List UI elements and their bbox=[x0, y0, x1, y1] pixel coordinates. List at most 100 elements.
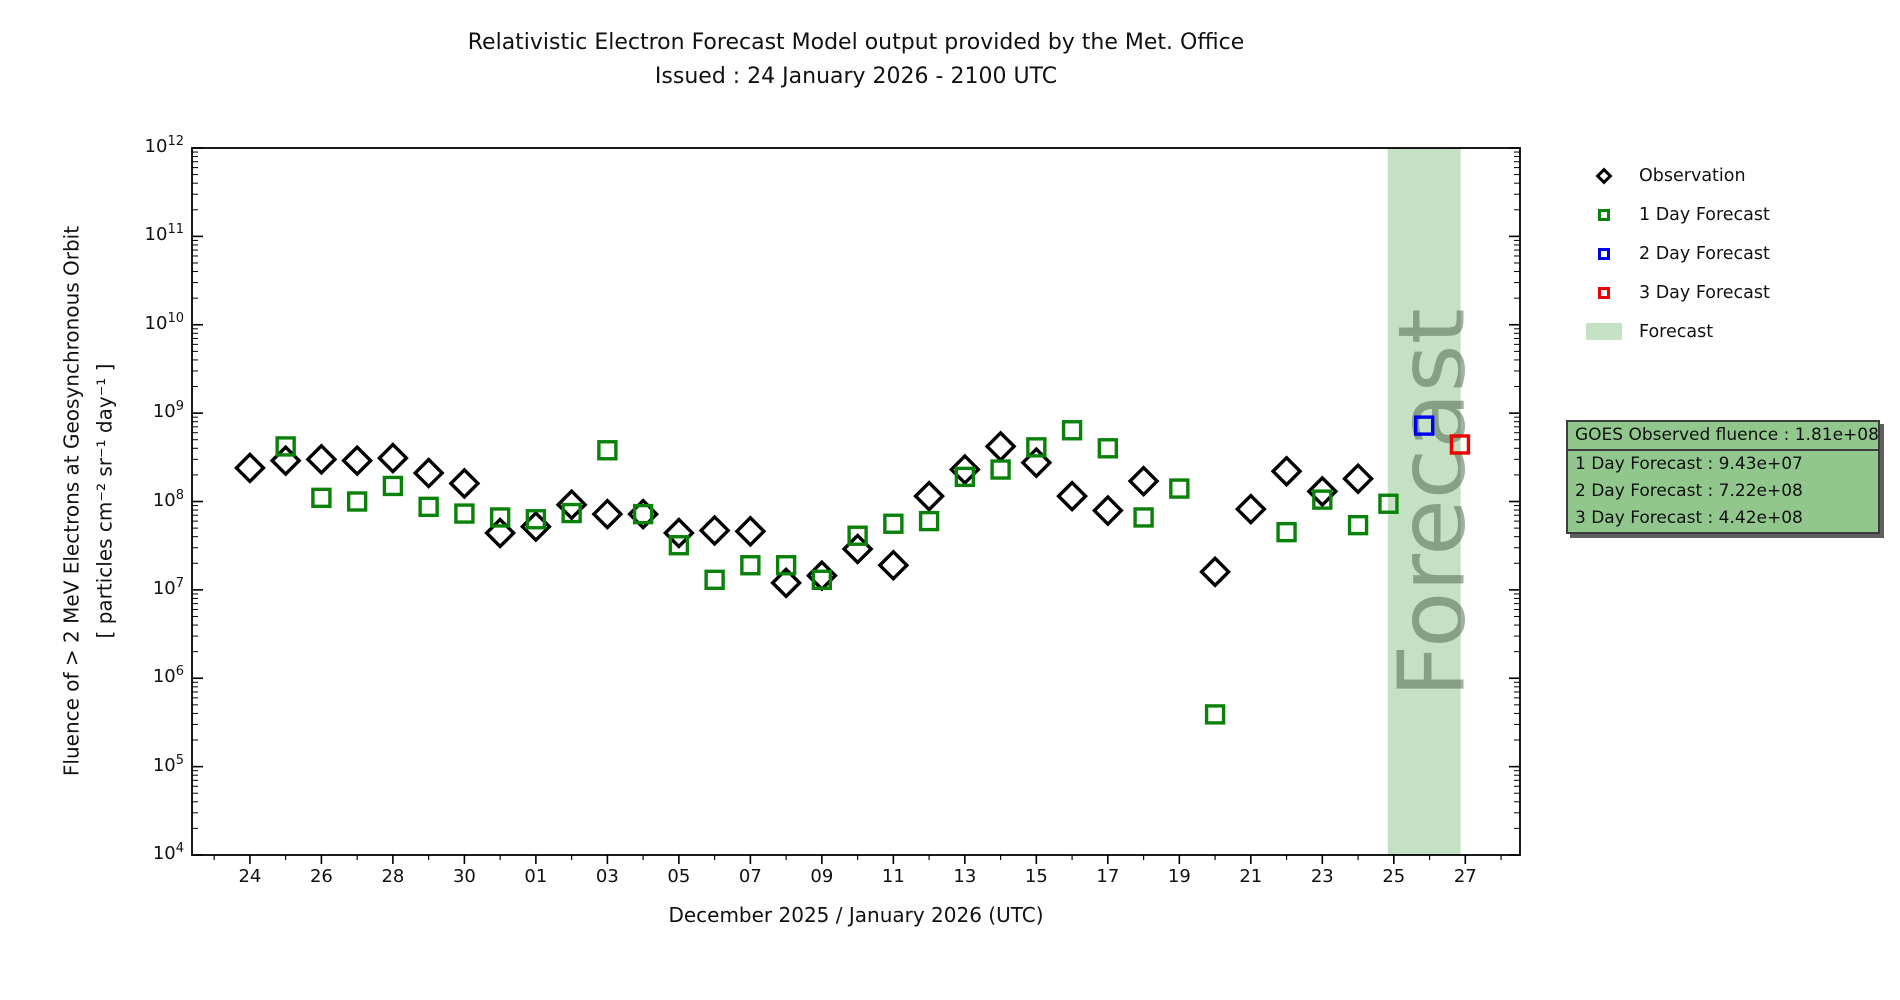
3day-forecast-value: 3 Day Forecast : 4.42e+08 bbox=[1575, 508, 1803, 528]
1-day-forecast-marker bbox=[561, 502, 582, 524]
1-day-forecast-marker bbox=[847, 525, 868, 546]
chart-legend: Observation 1 Day Forecast 2 Day Forecas… bbox=[1586, 156, 1770, 351]
observation-marker bbox=[698, 514, 731, 547]
forecast-band-patch-icon bbox=[1586, 323, 1622, 340]
x-tick-label: 05 bbox=[667, 866, 691, 887]
goes-observed-fluence-value: GOES Observed fluence : 1.81e+08 bbox=[1568, 422, 1879, 451]
3day-forecast-square-icon bbox=[1598, 286, 1610, 299]
legend-label: 3 Day Forecast bbox=[1639, 282, 1770, 303]
observation-marker bbox=[877, 549, 910, 582]
1-day-forecast-marker bbox=[704, 569, 725, 591]
plot-frame bbox=[191, 147, 1521, 856]
1-day-forecast-marker bbox=[382, 475, 404, 497]
1-day-forecast-marker bbox=[454, 503, 475, 524]
forecast-watermark: Forecast bbox=[1379, 308, 1486, 697]
observation-marker bbox=[1056, 480, 1088, 513]
y-tick-label: 104 bbox=[152, 841, 184, 864]
observation-marker bbox=[448, 467, 481, 500]
y-tick-label: 108 bbox=[152, 487, 184, 511]
x-tick-label: 27 bbox=[1453, 866, 1477, 887]
1-day-forecast-marker bbox=[1133, 507, 1154, 528]
x-tick-label: 01 bbox=[524, 866, 548, 887]
1day-forecast-square-icon bbox=[1598, 208, 1610, 221]
x-tick-label: 25 bbox=[1382, 866, 1406, 887]
legend-item-1day-forecast: 1 Day Forecast bbox=[1586, 195, 1770, 234]
observation-marker bbox=[1234, 493, 1267, 526]
1-day-forecast-marker bbox=[954, 466, 976, 488]
1-day-forecast-marker bbox=[489, 507, 511, 528]
observation-marker bbox=[1091, 494, 1124, 527]
legend-item-observation: Observation bbox=[1586, 156, 1770, 195]
x-axis-tick-labels: 24 26 28 30 01 03 05 07 09 11 13 15 17 19 21 23 25 27 bbox=[192, 866, 1520, 890]
1-day-forecast-marker bbox=[990, 459, 1011, 480]
legend-label: Forecast bbox=[1639, 321, 1714, 342]
1-day-forecast-marker bbox=[632, 503, 654, 525]
x-tick-label: 17 bbox=[1096, 866, 1120, 887]
1-day-forecast-marker bbox=[418, 496, 439, 518]
x-tick-label: 07 bbox=[738, 866, 762, 887]
observation-marker bbox=[269, 444, 302, 477]
1-day-forecast-marker bbox=[1204, 704, 1226, 725]
observation-marker bbox=[948, 453, 981, 486]
legend-label: 1 Day Forecast bbox=[1639, 204, 1770, 225]
observation-marker bbox=[1270, 455, 1303, 488]
legend-label: Observation bbox=[1639, 165, 1746, 186]
chart-svg: Forecast bbox=[191, 147, 1521, 864]
x-tick-label: 23 bbox=[1310, 866, 1334, 887]
observation-marker bbox=[376, 442, 409, 474]
observation-marker bbox=[1342, 462, 1374, 495]
1-day-forecast-marker bbox=[811, 569, 833, 591]
1-day-forecast-marker bbox=[668, 535, 690, 556]
1-day-forecast-marker bbox=[775, 555, 797, 576]
y-tick-label: 105 bbox=[152, 752, 184, 776]
1-day-forecast-marker bbox=[1312, 489, 1333, 510]
observation-marker bbox=[234, 451, 266, 484]
observation-diamond-icon bbox=[1595, 167, 1613, 184]
1-day-forecast-marker bbox=[1097, 438, 1119, 459]
y-tick-label: 1011 bbox=[144, 222, 184, 246]
observation-marker bbox=[841, 533, 874, 565]
y-tick-label: 1012 bbox=[144, 134, 184, 157]
observation-marker bbox=[519, 510, 552, 543]
1-day-forecast-marker bbox=[918, 510, 940, 532]
3-day-forecast-marker bbox=[1449, 434, 1471, 455]
x-tick-label: 15 bbox=[1024, 866, 1048, 887]
1-day-forecast-marker bbox=[525, 509, 547, 530]
1-day-forecast-marker bbox=[1026, 437, 1047, 458]
observation-marker bbox=[1199, 555, 1231, 588]
observation-marker bbox=[484, 517, 517, 549]
observation-marker bbox=[1127, 465, 1160, 498]
1-day-forecast-marker bbox=[1276, 521, 1297, 543]
observation-marker bbox=[1020, 446, 1053, 479]
legend-item-forecast-band: Forecast bbox=[1586, 312, 1770, 351]
observation-marker bbox=[341, 444, 374, 477]
observation-marker bbox=[305, 443, 338, 476]
1-day-forecast-marker bbox=[311, 487, 332, 509]
x-tick-label: 30 bbox=[452, 866, 476, 887]
forecast-band bbox=[1387, 148, 1461, 855]
observation-marker bbox=[805, 559, 838, 592]
1-day-forecast-marker bbox=[275, 436, 296, 457]
observation-marker bbox=[913, 480, 946, 513]
observation-marker bbox=[412, 457, 445, 489]
y-tick-label: 107 bbox=[152, 575, 184, 599]
x-tick-label: 09 bbox=[810, 866, 834, 887]
chart-title-block: Relativistic Electron Forecast Model out… bbox=[192, 30, 1520, 89]
chart-plot-area: Forecast bbox=[191, 147, 1521, 864]
1-day-forecast-marker bbox=[883, 513, 904, 534]
2-day-forecast-marker bbox=[1413, 415, 1435, 436]
x-tick-label: 03 bbox=[595, 866, 619, 887]
1-day-forecast-marker bbox=[1169, 478, 1190, 499]
1-day-forecast-marker bbox=[1378, 493, 1399, 514]
y-tick-label: 106 bbox=[152, 664, 184, 688]
1-day-forecast-marker bbox=[597, 440, 618, 461]
1-day-forecast-marker bbox=[346, 491, 368, 512]
y-tick-label: 109 bbox=[152, 399, 184, 423]
x-tick-label: 24 bbox=[238, 866, 262, 887]
2day-forecast-value: 2 Day Forecast : 7.22e+08 bbox=[1575, 481, 1803, 501]
legend-label: 2 Day Forecast bbox=[1639, 243, 1770, 264]
observation-marker bbox=[1306, 475, 1339, 508]
y-axis-tick-labels: 104 105 106 107 108 109 1010 1011 1012 bbox=[60, 134, 184, 864]
chart-title: Relativistic Electron Forecast Model out… bbox=[467, 30, 1245, 55]
